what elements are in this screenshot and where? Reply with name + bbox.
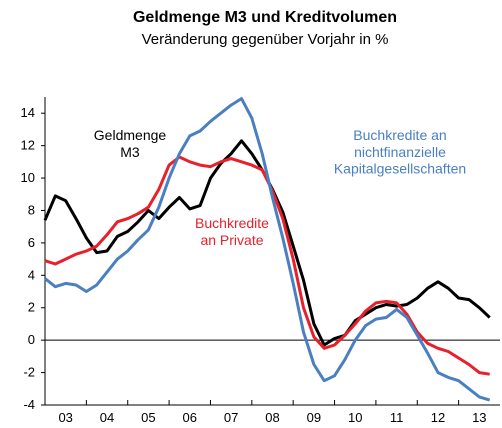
y-tick-label: -2 (23, 365, 35, 380)
y-tick-label: 6 (28, 235, 35, 250)
y-tick-label: 14 (21, 105, 35, 120)
x-tick-label: 06 (183, 410, 197, 425)
x-tick-label: 11 (390, 410, 404, 425)
y-tick-label: 0 (28, 332, 35, 347)
y-tick-label: 12 (21, 138, 35, 153)
x-tick-label: 05 (141, 410, 155, 425)
x-tick-label: 04 (100, 410, 114, 425)
y-tick-label: 10 (21, 170, 35, 185)
x-tick-label: 10 (348, 410, 362, 425)
chart-title: Geldmenge M3 und Kreditvolumen (133, 9, 397, 26)
series-label: Buchkredite an Private (195, 215, 269, 248)
x-tick-label: 12 (431, 410, 445, 425)
y-tick-label: 8 (28, 202, 35, 217)
y-tick-label: 2 (28, 300, 35, 315)
series-label: Geldmenge M3 (94, 127, 167, 160)
series-label: Buchkredite an nichtfinanzielle Kapitalges… (334, 127, 466, 177)
y-tick-label: -4 (23, 397, 35, 412)
x-tick-label: 13 (472, 410, 486, 425)
y-tick-label: 4 (28, 267, 35, 282)
chart-subtitle: Veränderung gegenüber Vorjahr in % (142, 31, 389, 48)
series-line (44, 97, 491, 402)
x-tick-label: 08 (265, 410, 279, 425)
x-tick-label: 09 (307, 410, 321, 425)
x-tick-label: 03 (58, 410, 72, 425)
x-tick-label: 07 (224, 410, 238, 425)
